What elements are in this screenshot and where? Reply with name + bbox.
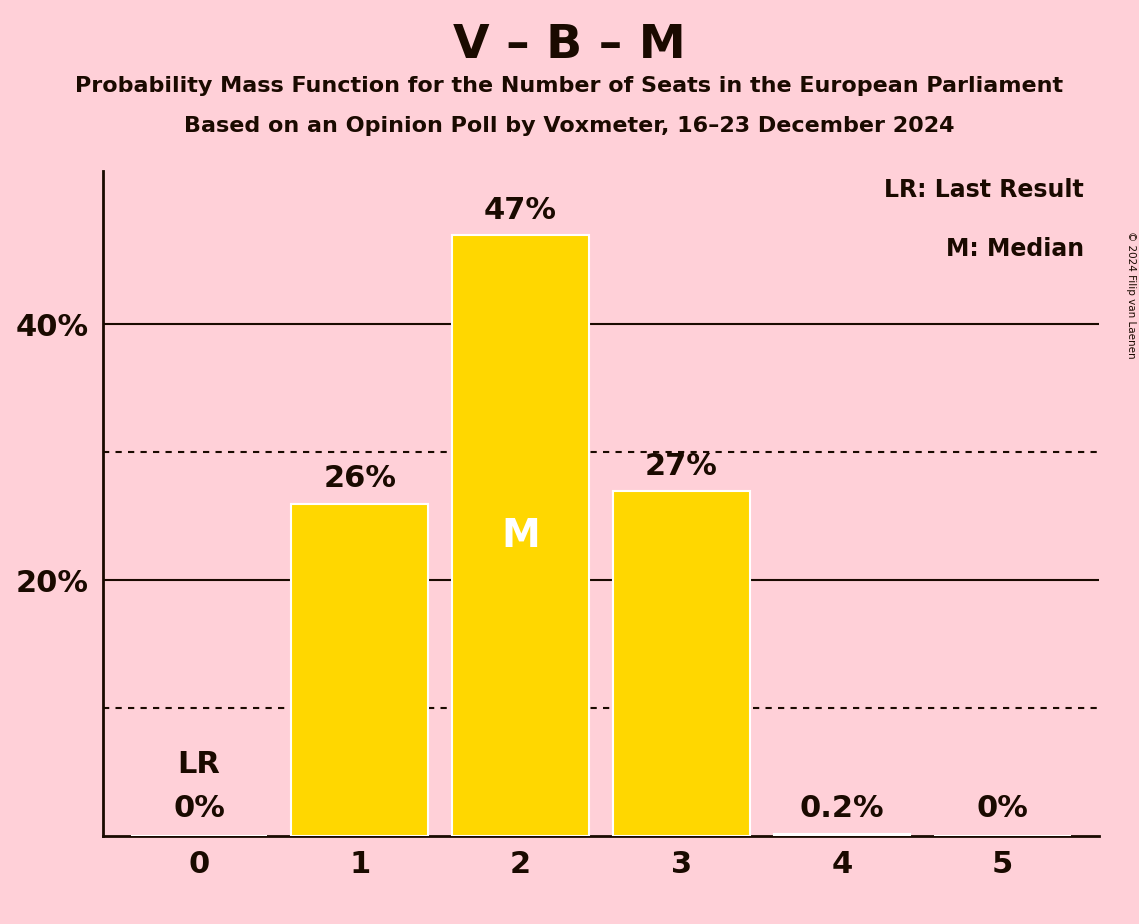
Text: M: Median: M: Median [947, 237, 1084, 261]
Text: Probability Mass Function for the Number of Seats in the European Parliament: Probability Mass Function for the Number… [75, 76, 1064, 96]
Text: 27%: 27% [645, 452, 718, 480]
Text: 0%: 0% [977, 795, 1029, 823]
Text: © 2024 Filip van Laenen: © 2024 Filip van Laenen [1126, 231, 1136, 359]
Text: 0.2%: 0.2% [800, 795, 884, 823]
Text: Based on an Opinion Poll by Voxmeter, 16–23 December 2024: Based on an Opinion Poll by Voxmeter, 16… [185, 116, 954, 136]
Text: LR: LR [178, 749, 220, 779]
Bar [452, 235, 589, 836]
Text: 47%: 47% [484, 196, 557, 225]
Text: 0%: 0% [173, 795, 224, 823]
Text: M: M [501, 517, 540, 554]
Bar [613, 491, 749, 836]
Text: 26%: 26% [323, 465, 396, 493]
Bar [292, 504, 428, 836]
Text: LR: Last Result: LR: Last Result [885, 177, 1084, 201]
Text: V – B – M: V – B – M [453, 23, 686, 68]
Bar [773, 833, 910, 836]
